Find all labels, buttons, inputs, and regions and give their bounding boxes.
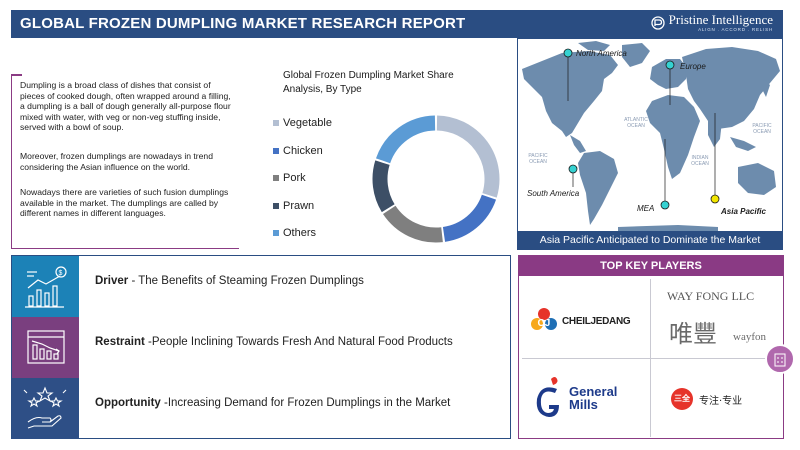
europe-label: Europe — [680, 62, 706, 71]
legend-swatch — [273, 120, 279, 126]
opportunity-icon-tile — [12, 378, 79, 439]
pacific-ocean-left-label-2: OCEAN — [529, 159, 547, 165]
driver-icon-tile: $ — [12, 256, 79, 317]
region-leader-lines — [567, 53, 716, 205]
pacific-ocean-left-label-1: PACIFIC — [528, 153, 548, 159]
restraint-text: Restraint -People Inclining Towards Fres… — [95, 336, 453, 348]
way-fong-sub: wayfon — [733, 331, 766, 343]
legend-swatch — [273, 175, 279, 181]
logo-tagline: ALIGN . ACCORD . RELISH — [698, 27, 773, 32]
company-logo: Pristine Intelligence ALIGN . ACCORD . R… — [651, 13, 773, 32]
legend-label: Pork — [283, 172, 306, 184]
description-paragraph-2: Moreover, frozen dumplings are nowadays … — [20, 151, 213, 172]
building-badge — [765, 344, 795, 374]
building-icon — [774, 353, 786, 367]
legend-label: Prawn — [283, 199, 315, 212]
pacific-ocean-right-label-2: OCEAN — [753, 129, 771, 135]
donut-slice-chicken[interactable] — [442, 194, 497, 242]
sanquan-logo: 三全 专注·专业 — [671, 387, 775, 411]
header-banner: GLOBAL FROZEN DUMPLING MARKET RESEARCH R… — [11, 10, 783, 38]
description-paragraph-3: Nowadays there are varieties of such fus… — [20, 187, 229, 219]
driver-description: - The Benefits of Steaming Frozen Dumpli… — [128, 275, 364, 287]
declining-chart-icon — [27, 330, 65, 364]
north-america-label: North America — [576, 49, 627, 58]
cj-flower-icon: CJ — [531, 308, 557, 330]
legend-label: Others — [283, 227, 317, 239]
key-players-panel: TOP KEY PLAYERS CJ CHEILJEDANG WAY FONG … — [518, 255, 784, 439]
general-mills-line1: General — [569, 384, 618, 399]
atlantic-ocean-label-1: ATLANTIC — [624, 117, 648, 123]
opportunity-text: Opportunity -Increasing Demand for Froze… — [95, 397, 450, 409]
indian-ocean-label-1: INDIAN — [692, 155, 709, 161]
general-mills-g-icon — [536, 377, 559, 417]
map-caption: Asia Pacific Anticipated to Dominate the… — [518, 231, 782, 249]
region-labels: North America Europe South America MEA A… — [527, 49, 766, 216]
way-fong-chinese: 唯豐 — [669, 320, 717, 348]
asia-pacific-label: Asia Pacific — [720, 207, 766, 216]
cj-wordmark: CHEILJEDANG — [562, 315, 631, 327]
south-america-marker[interactable] — [568, 164, 578, 174]
svg-text:$: $ — [59, 270, 63, 277]
world-map-panel: ATLANTIC OCEAN PACIFIC OCEAN PACIFIC OCE… — [517, 38, 783, 250]
market-factors-panel: $ Driver - The Benefits of Steaming Froz… — [11, 255, 511, 439]
mea-label: MEA — [637, 204, 654, 213]
mea-marker[interactable] — [660, 200, 670, 210]
region-markers — [563, 48, 720, 210]
sanquan-slogan: 专注·专业 — [699, 395, 743, 407]
indian-ocean-label-2: OCEAN — [691, 161, 709, 167]
logo-name: Pristine Intelligence — [668, 12, 773, 27]
growth-chart-icon: $ — [25, 266, 67, 308]
legend-swatch — [273, 230, 279, 236]
description-text: Dumpling is a broad class of dishes that… — [11, 74, 239, 249]
stars-hand-icon — [23, 386, 67, 429]
north-america-marker[interactable] — [563, 48, 573, 58]
restraint-label: Restraint — [95, 336, 145, 348]
cj-cheiljedang-logo: CJ CHEILJEDANG — [529, 304, 645, 338]
way-fong-name: WAY FONG LLC — [667, 289, 755, 303]
legend-item-prawn: Prawn — [273, 200, 314, 212]
cj-mark: CJ — [538, 318, 551, 329]
description-paragraph-1: Dumpling is a broad class of dishes that… — [20, 80, 231, 133]
atlantic-ocean-label-2: OCEAN — [627, 123, 645, 129]
driver-text: Driver - The Benefits of Steaming Frozen… — [95, 275, 364, 287]
legend-label: Chicken — [283, 144, 323, 157]
donut-slice-vegetable[interactable] — [436, 115, 500, 198]
key-players-divider-horizontal — [522, 358, 780, 359]
driver-label: Driver — [95, 275, 129, 287]
ocean-labels: ATLANTIC OCEAN PACIFIC OCEAN PACIFIC OCE… — [528, 117, 772, 167]
page-title: GLOBAL FROZEN DUMPLING MARKET RESEARCH R… — [20, 15, 466, 32]
asia-pacific-marker[interactable] — [710, 194, 720, 204]
donut-slice-pork[interactable] — [382, 205, 443, 243]
legend-item-pork: Pork — [273, 172, 306, 184]
pristine-logo-icon — [651, 15, 665, 30]
continents — [522, 41, 780, 231]
description-panel — [11, 74, 239, 249]
chart-title: Global Frozen Dumpling Market Share Anal… — [283, 70, 454, 95]
general-mills-logo: General Mills — [531, 372, 647, 424]
opportunity-description: -Increasing Demand for Frozen Dumplings … — [160, 397, 451, 409]
restraint-icon-tile — [12, 317, 79, 378]
legend-item-vegetable: Vegetable — [273, 117, 332, 129]
way-fong-logo: WAY FONG LLC 唯豐 wayfon — [653, 280, 781, 356]
restraint-description: -People Inclining Towards Fresh And Natu… — [144, 336, 453, 348]
donut-slice-others[interactable] — [375, 115, 436, 164]
europe-marker[interactable] — [665, 60, 675, 70]
sanquan-mark: 三全 — [671, 388, 693, 410]
key-players-title: TOP KEY PLAYERS — [519, 256, 783, 276]
world-map: ATLANTIC OCEAN PACIFIC OCEAN PACIFIC OCE… — [522, 41, 780, 231]
description-border-tick — [11, 74, 22, 76]
donut-slice-prawn[interactable] — [372, 160, 395, 213]
legend-item-chicken: Chicken — [273, 145, 323, 157]
donut-chart — [372, 115, 500, 243]
legend-swatch — [273, 202, 279, 209]
legend-item-others: Others — [273, 227, 316, 239]
pacific-ocean-right-label-1: PACIFIC — [752, 123, 772, 129]
legend-swatch — [273, 147, 279, 154]
opportunity-label: Opportunity — [95, 397, 161, 409]
general-mills-line2: Mills — [569, 397, 598, 412]
legend-label: Vegetable — [283, 117, 332, 129]
south-america-label: South America — [527, 189, 580, 198]
